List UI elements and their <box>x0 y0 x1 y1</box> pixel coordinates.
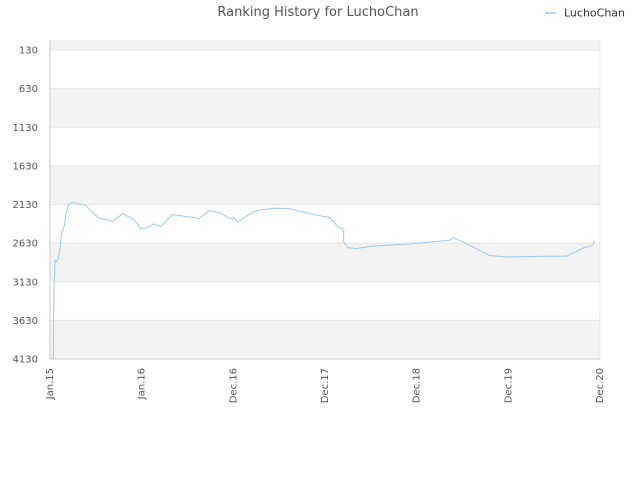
y-tick-label: 3630 <box>13 316 38 327</box>
y-tick-label: 3130 <box>13 277 38 288</box>
legend-label: LuchoChan <box>564 7 625 20</box>
x-axis-tick-labels: Jan.15 Jan.16 Dec.16 Dec.17 Dec.18 Dec.19 Dec.… <box>45 368 606 403</box>
y-tick-label: 4130 <box>13 355 38 366</box>
x-tick-label: Dec.19 <box>503 368 514 403</box>
y-tick-label: 1130 <box>13 123 38 134</box>
axes <box>49 40 601 360</box>
y-tick-label: 2130 <box>13 200 38 211</box>
band-2 <box>50 88 600 128</box>
band-8 <box>50 320 600 359</box>
band-0 <box>50 40 600 50</box>
legend: LuchoChan <box>545 7 625 20</box>
band-4 <box>50 165 600 205</box>
x-tick-label: Dec.16 <box>228 368 239 403</box>
x-tick-label: Dec.18 <box>412 368 423 403</box>
x-tick-label: Dec.17 <box>320 368 331 403</box>
band-6 <box>50 243 600 282</box>
y-tick-label: 630 <box>19 84 38 95</box>
y-tick-label: 130 <box>19 46 38 57</box>
y-tick-label: 2630 <box>13 239 38 250</box>
y-tick-label: 1630 <box>13 161 38 172</box>
series-line-luchochan <box>52 201 595 360</box>
chart-title: Ranking History for LuchoChan <box>217 5 418 20</box>
x-tick-label: Jan.15 <box>45 368 56 400</box>
x-tick-label: Dec.20 <box>595 368 606 403</box>
plot-background-bands <box>50 40 600 359</box>
x-tick-label: Jan.16 <box>137 368 148 400</box>
y-axis-tick-labels: 130 630 1130 1630 2130 2630 3130 3630 4130 <box>13 46 38 366</box>
